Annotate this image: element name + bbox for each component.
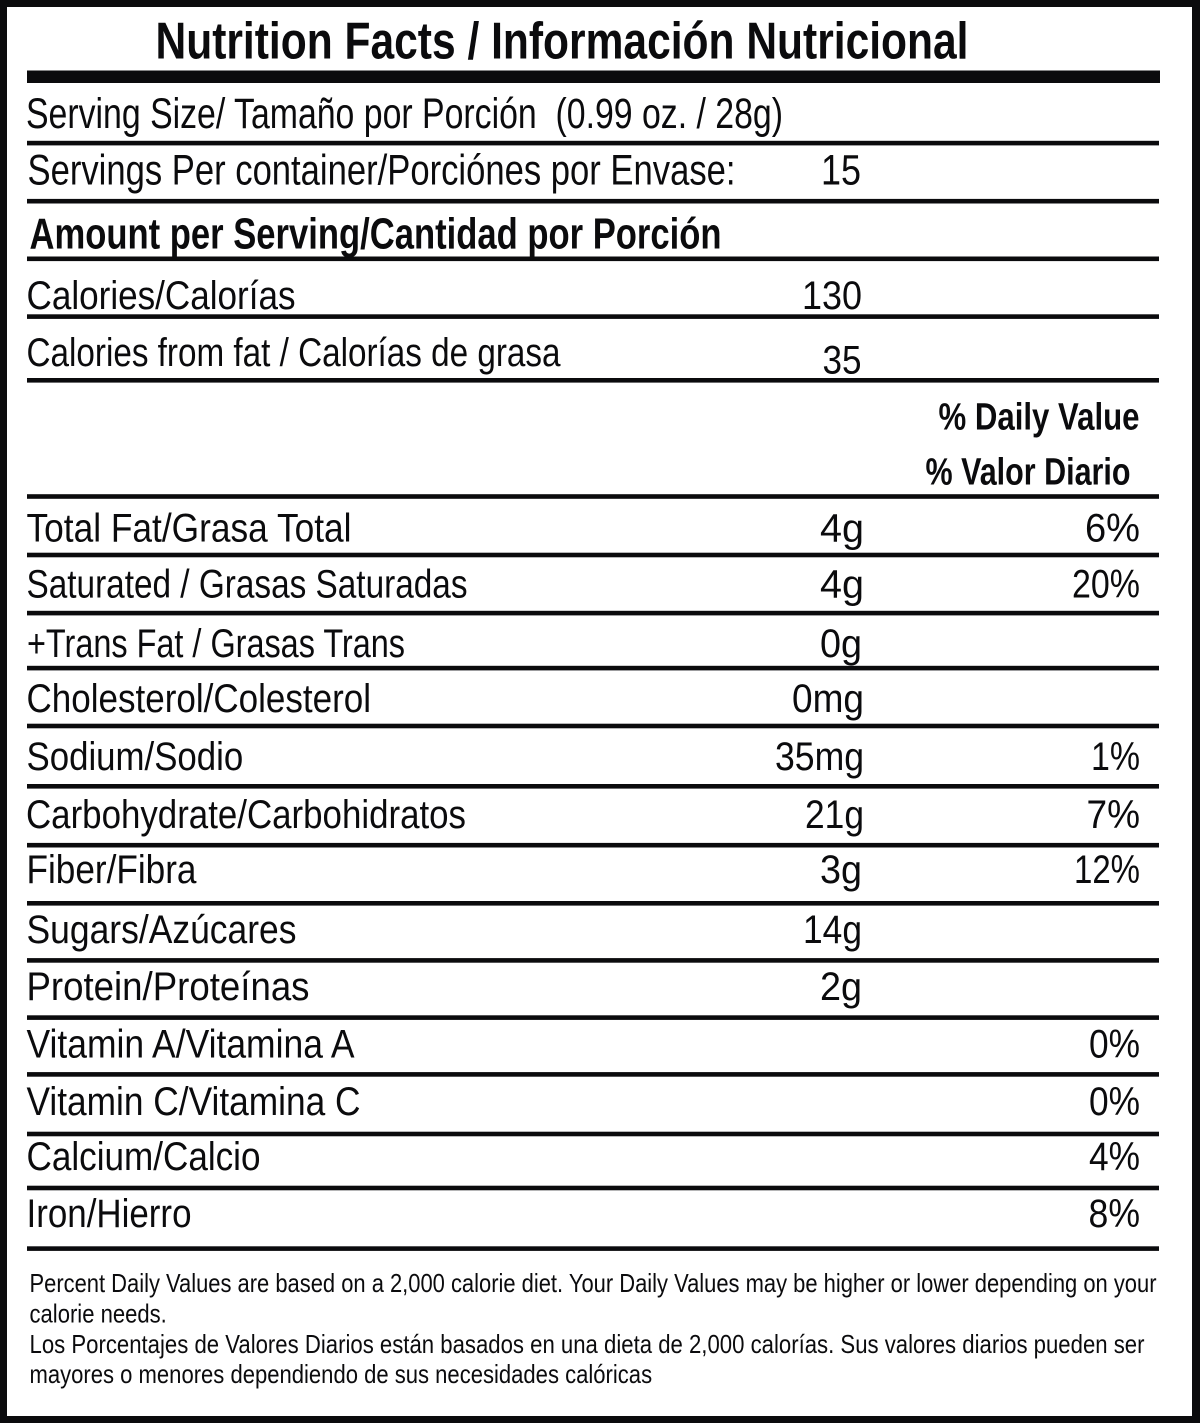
svg-text:1%: 1% (1091, 735, 1140, 779)
svg-text:+Trans Fat / Grasas Trans: +Trans Fat / Grasas Trans (27, 622, 405, 666)
svg-text:6%: 6% (1085, 506, 1140, 550)
svg-text:Sugars/Azúcares: Sugars/Azúcares (27, 908, 297, 952)
svg-text:Total Fat/Grasa Total: Total Fat/Grasa Total (27, 506, 352, 550)
svg-text:Nutrition Facts / Información: Nutrition Facts / Información Nutriciona… (156, 13, 969, 71)
svg-text:12%: 12% (1074, 848, 1140, 892)
svg-text:Vitamin C/Vitamina C: Vitamin C/Vitamina C (27, 1080, 361, 1124)
svg-text:Calcium/Calcio: Calcium/Calcio (27, 1135, 261, 1179)
svg-text:0mg: 0mg (792, 677, 864, 721)
svg-text:calorie needs.: calorie needs. (30, 1299, 167, 1329)
svg-text:35: 35 (823, 338, 862, 382)
svg-text:7%: 7% (1087, 793, 1141, 837)
svg-text:0%: 0% (1089, 1080, 1140, 1124)
svg-text:Servings Per container/Porción: Servings Per container/Porciónes por Env… (28, 146, 736, 194)
svg-text:mayores o menores dependiendo: mayores o menores dependiendo de sus nec… (30, 1359, 653, 1389)
svg-text:Percent Daily Values are based: Percent Daily Values are based on a 2,00… (30, 1268, 1157, 1298)
svg-text:Amount per Serving/Cantidad po: Amount per Serving/Cantidad por Porción (30, 209, 722, 258)
svg-text:Calories from fat / Calorías d: Calories from fat / Calorías de grasa (27, 331, 562, 375)
svg-text:Iron/Hierro: Iron/Hierro (27, 1192, 192, 1236)
svg-text:Fiber/Fibra: Fiber/Fibra (27, 848, 198, 892)
svg-text:% Daily Value: % Daily Value (939, 397, 1140, 439)
svg-text:Protein/Proteínas: Protein/Proteínas (27, 965, 310, 1009)
svg-text:Vitamin A/Vitamina A: Vitamin A/Vitamina A (27, 1023, 355, 1067)
svg-text:Serving Size/ Tamaño por Porci: Serving Size/ Tamaño por Porción (0.99 o… (26, 90, 783, 138)
svg-text:Carbohydrate/Carbohidratos: Carbohydrate/Carbohidratos (26, 793, 466, 837)
svg-text:2g: 2g (820, 965, 862, 1009)
svg-text:14g: 14g (803, 908, 862, 952)
svg-text:3g: 3g (820, 848, 862, 892)
svg-text:4g: 4g (820, 506, 864, 550)
svg-text:Saturated / Grasas Saturadas: Saturated / Grasas Saturadas (27, 563, 468, 607)
svg-text:8%: 8% (1089, 1192, 1141, 1236)
svg-text:Calories/Calorías: Calories/Calorías (27, 274, 296, 318)
svg-text:Sodium/Sodio: Sodium/Sodio (27, 735, 244, 779)
svg-text:0g: 0g (820, 622, 862, 666)
svg-text:4%: 4% (1089, 1135, 1140, 1179)
svg-text:Los Porcentajes de Valores Dia: Los Porcentajes de Valores Diarios están… (30, 1329, 1145, 1359)
svg-text:21g: 21g (805, 793, 864, 837)
svg-text:Cholesterol/Colesterol: Cholesterol/Colesterol (27, 677, 372, 721)
svg-text:0%: 0% (1089, 1023, 1140, 1067)
svg-text:130: 130 (802, 274, 862, 318)
svg-text:20%: 20% (1072, 563, 1140, 607)
svg-text:35mg: 35mg (775, 735, 864, 779)
svg-text:15: 15 (821, 146, 861, 194)
svg-text:% Valor Diario: % Valor Diario (926, 452, 1131, 494)
svg-text:4g: 4g (820, 563, 864, 607)
